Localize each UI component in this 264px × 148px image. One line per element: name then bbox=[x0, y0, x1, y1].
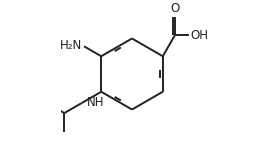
Text: OH: OH bbox=[190, 29, 208, 42]
Text: O: O bbox=[170, 2, 180, 15]
Text: NH: NH bbox=[87, 96, 104, 109]
Text: H₂N: H₂N bbox=[60, 39, 83, 52]
